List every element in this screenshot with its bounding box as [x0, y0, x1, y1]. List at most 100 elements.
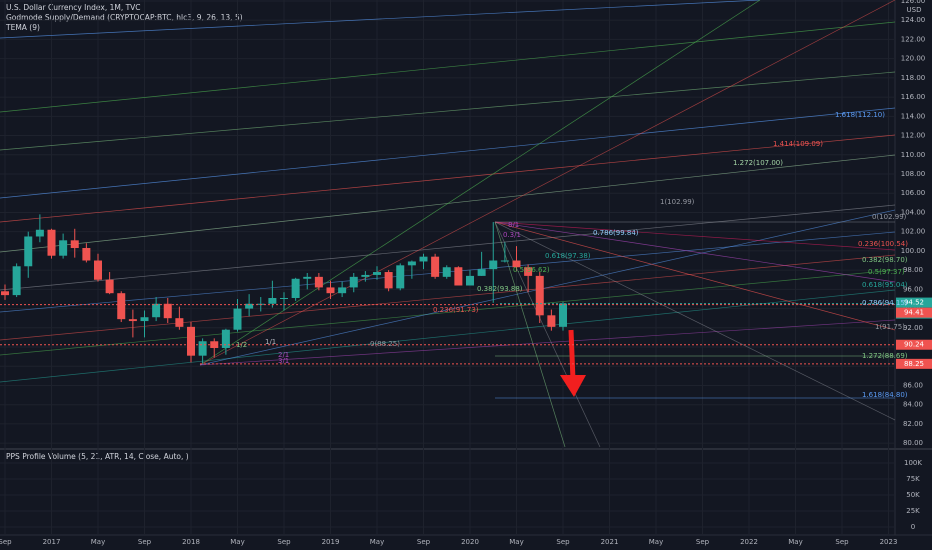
candle-body: [303, 276, 312, 279]
drawings: [0, 0, 896, 448]
y-tick-label: 108.00: [901, 170, 926, 178]
price-label-box: [896, 339, 932, 350]
x-tick-label: Sep: [138, 538, 152, 546]
fan-line: [494, 221, 896, 331]
annotation: 0.618(97.38): [545, 252, 591, 260]
y-tick-label: 114.00: [901, 112, 926, 120]
annotation: 0.3/1: [503, 231, 521, 239]
candle-body: [373, 272, 381, 275]
candle-body: [524, 267, 533, 276]
y-tick-label: 100.00: [901, 247, 926, 255]
currency-label: USD: [907, 6, 922, 14]
candle-body: [221, 329, 230, 348]
annotation: 1.272(88.69): [862, 352, 908, 360]
candle-body: [384, 272, 393, 289]
x-tick-label: Sep: [556, 538, 570, 546]
trend-line: [0, 204, 896, 291]
candle-body: [128, 319, 137, 322]
x-tick-label: May: [370, 538, 384, 546]
y-tick-label: 118.00: [901, 74, 926, 82]
candle-body: [361, 274, 370, 277]
candle-body: [419, 256, 428, 262]
y-tick-label: 106.00: [901, 189, 926, 197]
y-tick-label: 82.00: [903, 420, 923, 428]
x-tick-label: May: [509, 538, 523, 546]
candle-body: [442, 267, 451, 277]
annotation: 1/2: [236, 341, 247, 349]
fan-line: [494, 221, 896, 421]
annotation: 1.618(84.80): [862, 391, 908, 399]
candle-body: [547, 315, 556, 327]
candle-body: [466, 275, 474, 286]
y-tick-label: 104.00: [901, 208, 926, 216]
price-label-box: [896, 307, 932, 318]
indicator-legend: Godmode Supply/Demand (CRYPTOCAP:BTC, hl…: [6, 13, 243, 22]
y-tick-label: 112.00: [901, 132, 926, 140]
annotation: 8/1: [508, 221, 519, 229]
volume-tick-label: 0: [911, 523, 915, 531]
price-label: 90.24: [904, 341, 925, 349]
candle-body: [477, 269, 486, 276]
price-label: 94.41: [904, 309, 924, 317]
annotation: 1/1: [265, 338, 276, 346]
volume-tick-label: 100K: [904, 459, 922, 467]
annotation: 2/1: [278, 351, 289, 359]
fan-line: [494, 221, 601, 448]
trend-line: [0, 134, 896, 223]
annotation: 0.382(93.88): [477, 285, 523, 293]
candle-body: [210, 341, 219, 348]
price-label: 88.25: [904, 360, 924, 368]
y-tick-label: 120.00: [901, 55, 926, 63]
candle-body: [12, 266, 21, 296]
annotation: 0(88.25): [370, 340, 400, 348]
y-tick-label: 80.00: [903, 439, 923, 447]
arrow-head: [560, 375, 586, 397]
y-tick-label: 102.00: [901, 228, 926, 236]
candle-body: [117, 293, 126, 320]
candle-body: [24, 236, 33, 267]
y-tick-label: 98.00: [903, 266, 923, 274]
candle-body: [268, 298, 277, 304]
candle-body: [396, 265, 405, 289]
candle-body: [512, 260, 521, 268]
candle-body: [47, 229, 56, 256]
fan-line: [494, 221, 896, 251]
candle-body: [407, 261, 416, 266]
candle-body: [500, 260, 509, 262]
candle-body: [1, 291, 9, 296]
x-tick-label: Sep: [696, 538, 710, 546]
x-tick-label: May: [788, 538, 802, 546]
trend-line: [0, 289, 896, 383]
candle-body: [198, 341, 207, 356]
fan-line: [199, 209, 896, 366]
candle-body: [338, 287, 347, 294]
candle-body: [152, 303, 161, 318]
x-tick-label: May: [649, 538, 663, 546]
x-tick-label: Sep: [835, 538, 849, 546]
candle-body: [349, 276, 358, 288]
candle-body: [35, 229, 44, 237]
x-tick-label: 2017: [43, 538, 61, 546]
annotation: 1(91.75): [875, 323, 905, 331]
annotation: 0.236(91.73): [433, 306, 479, 314]
candle-body: [431, 256, 440, 277]
x-tick-label: Sep: [277, 538, 291, 546]
candle-body: [163, 303, 172, 319]
price-label-box: [896, 297, 932, 308]
volume-tick-label: 50K: [906, 491, 920, 499]
y-tick-label: 84.00: [903, 401, 923, 409]
volume-tick-label: 75K: [906, 475, 920, 483]
annotation: 0.618(95.04): [862, 281, 908, 289]
arrow-shaft: [568, 329, 576, 381]
candle-body: [140, 317, 149, 322]
y-tick-label: 124.00: [901, 16, 926, 24]
indicator-legend: TEMA (9): [5, 23, 40, 32]
candle-body: [82, 248, 91, 261]
candle-body: [175, 318, 184, 327]
annotation: 1.272(107.00): [733, 159, 783, 167]
trend-line: [0, 0, 761, 39]
trend-line: [0, 21, 896, 113]
candle-body: [187, 326, 195, 356]
x-tick-label: 2018: [182, 538, 200, 546]
